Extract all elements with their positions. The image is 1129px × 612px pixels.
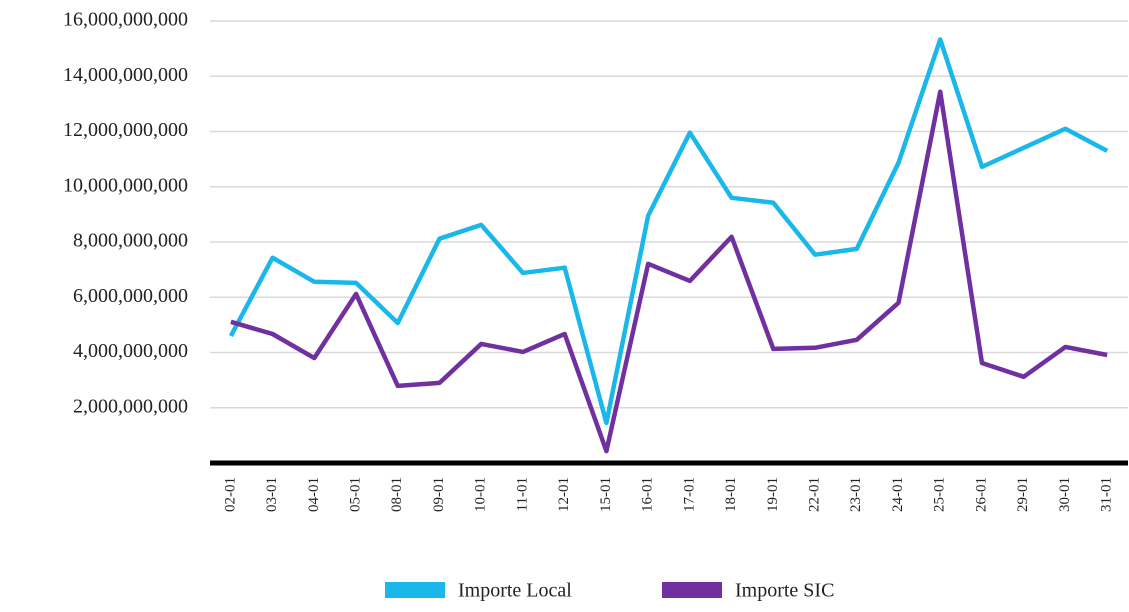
x-tick-label: 09-01 (431, 477, 447, 512)
legend-swatch (662, 582, 722, 598)
y-tick-label: 8,000,000,000 (73, 230, 188, 252)
x-tick-label: 25-01 (932, 477, 948, 512)
x-tick-label: 08-01 (389, 477, 405, 512)
x-tick-label: 15-01 (598, 477, 614, 512)
x-tick-label: 11-01 (514, 477, 530, 511)
y-tick-label: 14,000,000,000 (63, 64, 188, 86)
legend-swatch (385, 582, 445, 598)
x-tick-label: 29-01 (1015, 477, 1031, 512)
y-tick-label: 2,000,000,000 (73, 395, 188, 417)
series-line (230, 89, 1108, 454)
y-tick-label: 6,000,000,000 (73, 285, 188, 307)
y-tick-label: 4,000,000,000 (73, 340, 188, 362)
x-tick-label: 19-01 (765, 477, 781, 512)
x-tick-label: 12-01 (556, 477, 572, 512)
x-tick-label: 03-01 (264, 477, 280, 512)
x-tick-label: 30-01 (1057, 477, 1073, 512)
legend-label: Importe Local (458, 580, 572, 602)
x-tick-label: 23-01 (848, 477, 864, 512)
x-tick-label: 10-01 (473, 477, 489, 512)
y-tick-label: 10,000,000,000 (63, 174, 188, 196)
x-tick-label: 24-01 (890, 477, 906, 512)
x-tick-label: 16-01 (640, 477, 656, 512)
x-tick-label: 02-01 (222, 477, 238, 512)
series-line (228, 37, 1109, 426)
y-tick-label: 16,000,000,000 (63, 9, 188, 31)
y-tick-label: 12,000,000,000 (63, 119, 188, 141)
x-tick-label: 04-01 (306, 477, 322, 512)
x-tick-label: 18-01 (723, 477, 739, 512)
x-tick-label: 31-01 (1099, 477, 1115, 512)
x-tick-label: 05-01 (347, 477, 363, 512)
x-tick-label: 22-01 (806, 477, 822, 512)
x-tick-label: 17-01 (681, 477, 697, 512)
legend-label: Importe SIC (735, 580, 834, 602)
x-tick-label: 26-01 (973, 477, 989, 512)
